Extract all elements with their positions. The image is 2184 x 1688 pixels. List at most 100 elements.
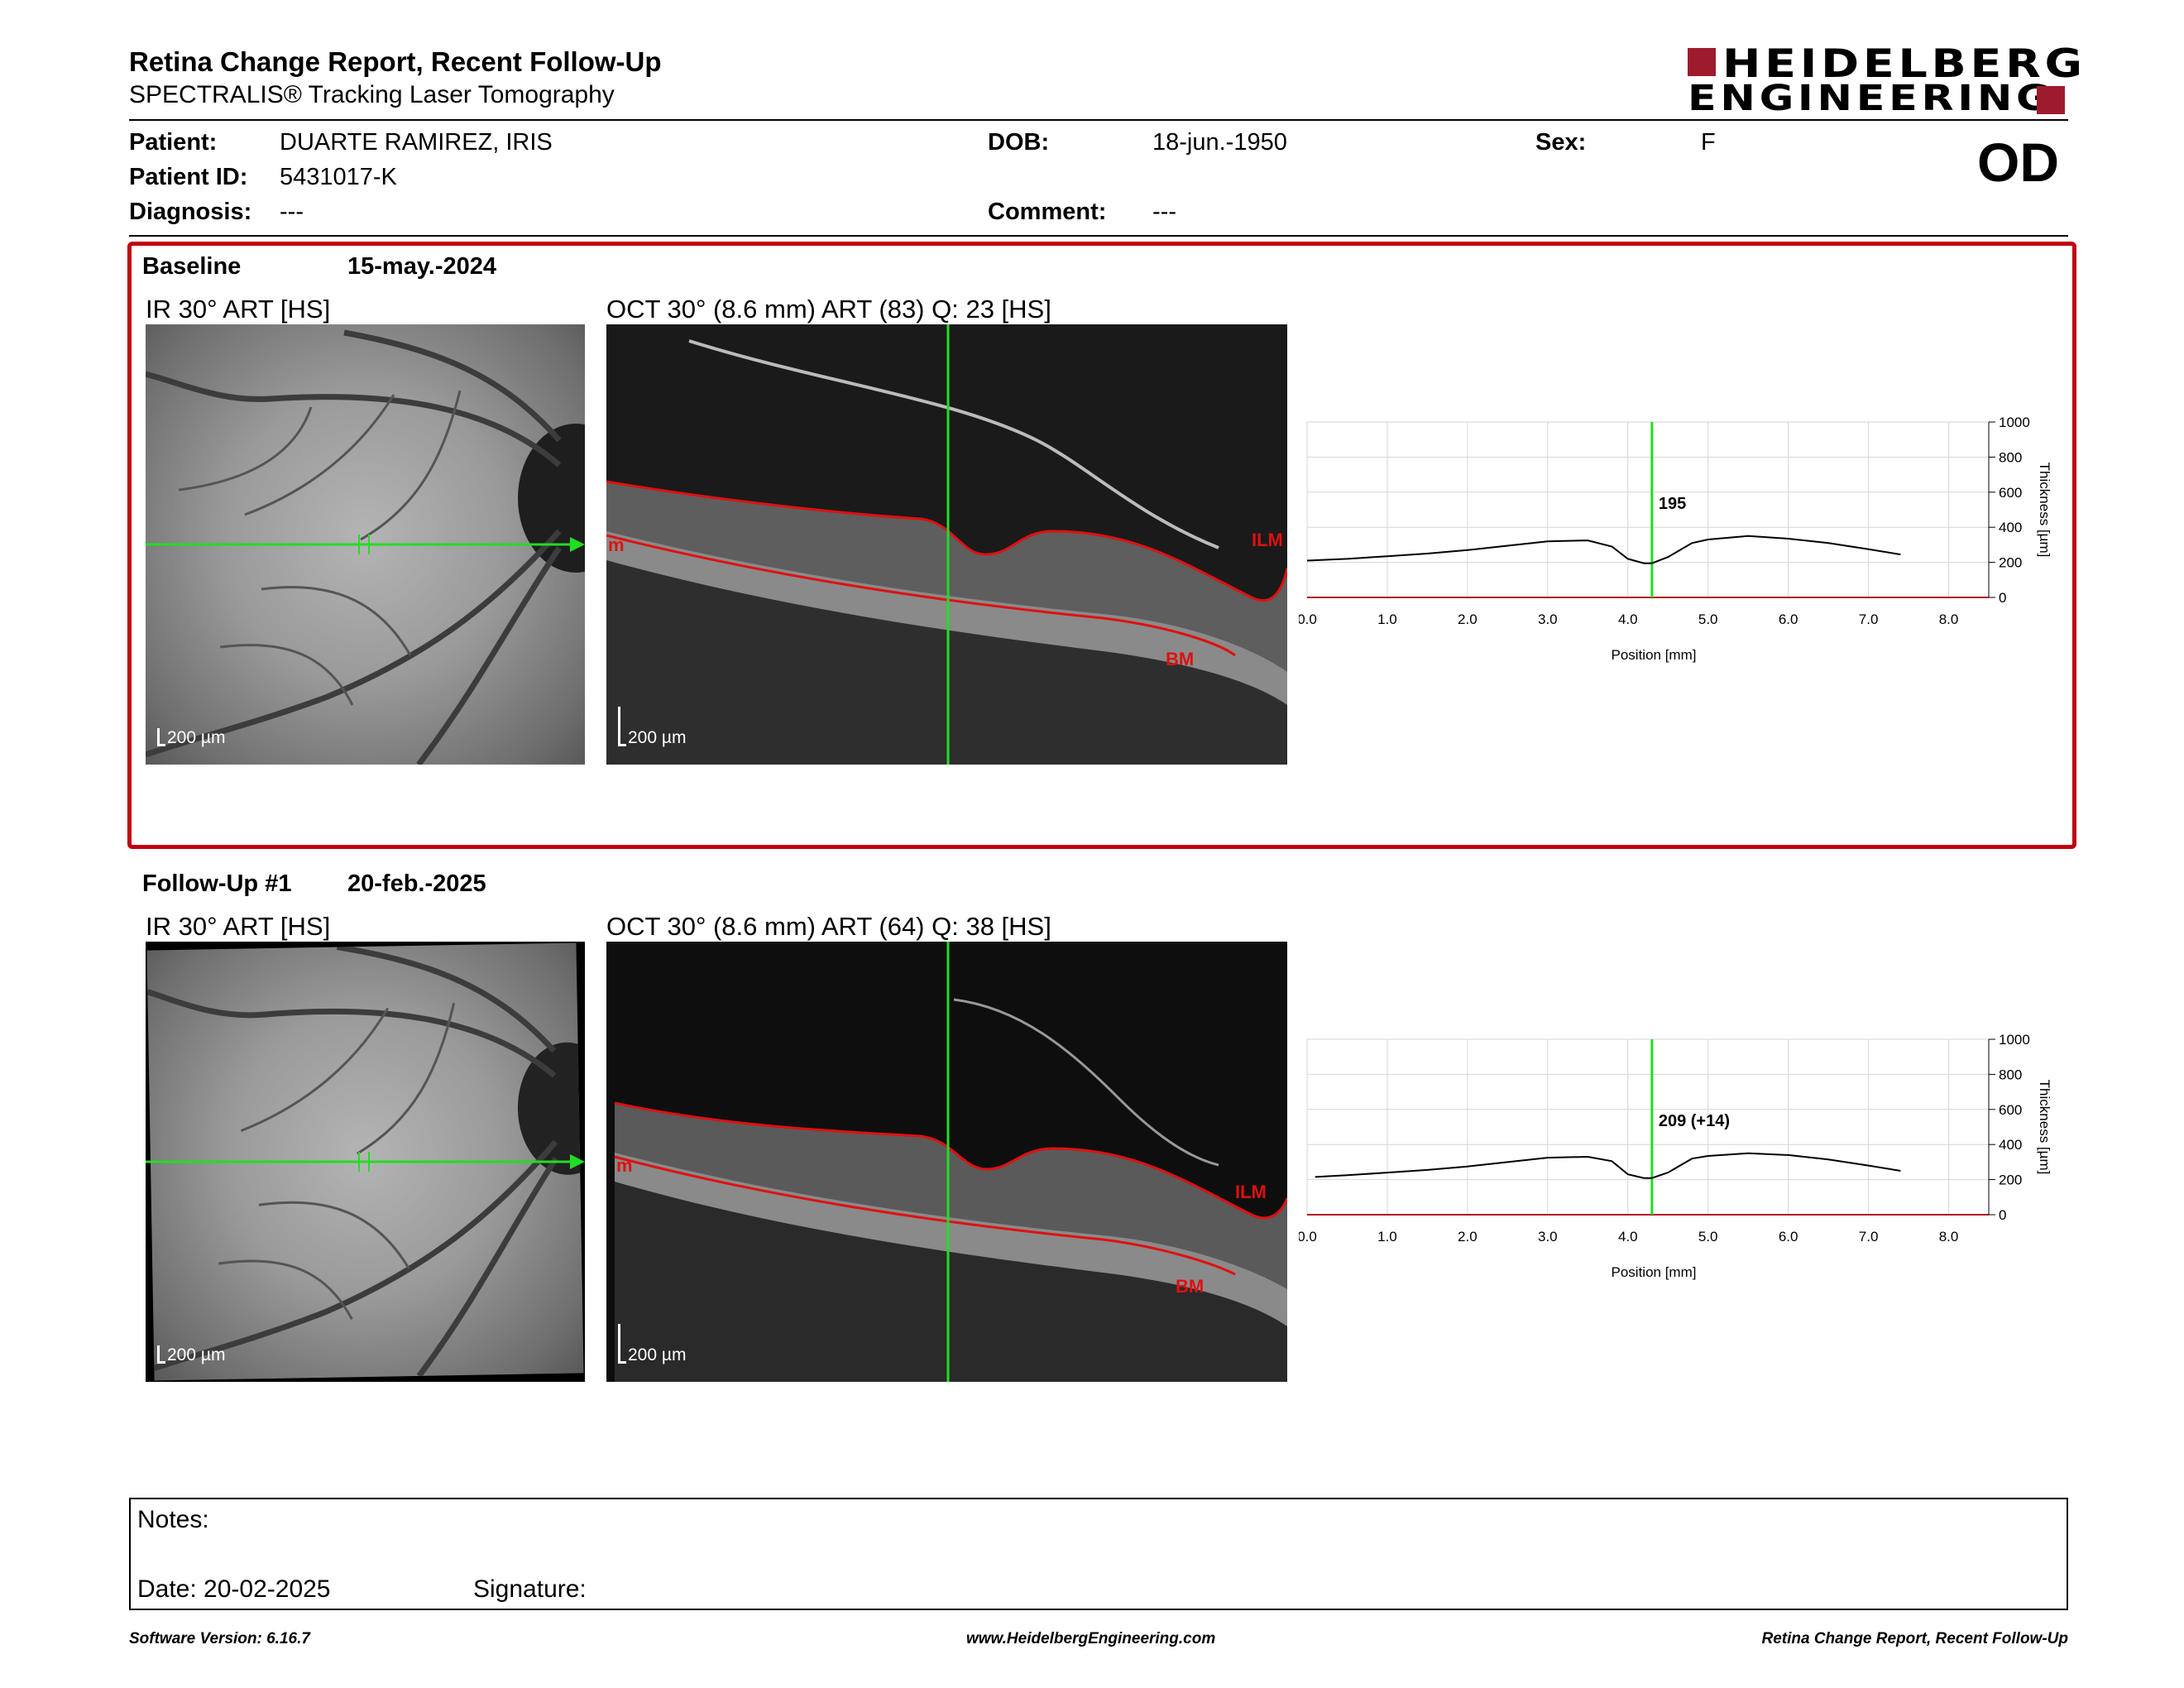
vessel	[343, 329, 562, 443]
baseline-ir-scale: 200 µm	[167, 728, 226, 747]
vessel	[240, 1007, 390, 1133]
vessel	[218, 1259, 353, 1321]
position-value-label: 209 (+14)	[1659, 1112, 1730, 1130]
heidelberg-logo: HEIDELBERG ENGINEERING	[1688, 45, 2082, 119]
dob-label: DOB:	[988, 129, 1050, 156]
y-tick-label: 200	[1999, 555, 2022, 571]
x-tick-label: 4.0	[1618, 1229, 1638, 1244]
baseline-oct-image: ILM BM m 200 µm	[606, 324, 1287, 765]
x-tick-label: 3.0	[1538, 1229, 1558, 1244]
bm-line	[606, 534, 1236, 657]
y-tick-label: 1000	[1999, 415, 2030, 430]
y-tick-label: 1000	[1999, 1032, 2030, 1048]
vitreous-strand	[953, 998, 1219, 1167]
y-tick-label: 0	[1999, 1207, 2006, 1223]
report-title: Retina Change Report, Recent Follow-Up	[129, 46, 662, 77]
patient-label: Patient:	[129, 129, 218, 156]
vessel	[360, 390, 462, 541]
notes-date: Date: 20-02-2025	[137, 1575, 331, 1603]
x-tick-label: 6.0	[1779, 611, 1798, 627]
bm-label: BM	[1166, 649, 1194, 669]
x-tick-label: 3.0	[1538, 611, 1558, 627]
followup-thickness-chart: 0 200 400 600 800 1000 0.0 1.0 2.0 3.0 4.0 5.0 6.0 7.…	[1299, 1032, 2052, 1280]
plot-area	[1306, 1038, 1990, 1216]
baseline-fundus-vessels	[146, 329, 585, 765]
baseline-thickness-chart: 0 200 400 600 800 1000 0.0 1.0 2.0 3.0 4.0 5.0 6.0 7.…	[1299, 415, 2052, 663]
vessel-group-small	[218, 1002, 456, 1321]
logo-square-left	[1688, 48, 1716, 76]
report-subtitle: SPECTRALIS® Tracking Laser Tomography	[129, 81, 615, 108]
followup-oct-label: OCT 30° (8.6 mm) ART (64) Q: 38 [HS]	[606, 912, 1051, 941]
scale-bar-icon	[157, 728, 165, 746]
x-tick-label: 2.0	[1458, 1229, 1478, 1244]
x-tick-label: 0.0	[1299, 611, 1317, 627]
website-link[interactable]: www.HeidelbergEngineering.com	[966, 1630, 1216, 1647]
sex-label: Sex:	[1535, 129, 1587, 156]
vessel	[146, 529, 562, 758]
followup-scan-overlay	[146, 1152, 585, 1172]
fovea-marker	[358, 535, 370, 554]
vessel	[357, 1002, 456, 1155]
vessel-group-small	[178, 390, 462, 706]
notes-label: Notes:	[137, 1506, 209, 1533]
patient-name: DUARTE RAMIREZ, IRIS	[280, 129, 553, 156]
baseline-date: 15-may.-2024	[347, 253, 497, 280]
x-tick-label: 1.0	[1377, 611, 1397, 627]
vessel	[219, 644, 354, 706]
patient-rule	[129, 235, 2068, 237]
baseline-oct-label: OCT 30° (8.6 mm) ART (83) Q: 23 [HS]	[606, 295, 1051, 324]
followup-label: Follow-Up #1	[142, 870, 292, 897]
y-tick-label: 200	[1999, 1172, 2022, 1188]
baseline-oct-svg: ILM BM m	[606, 324, 1287, 765]
baseline-oct-scale: 200 µm	[628, 728, 687, 747]
x-tick-label: 0.0	[1299, 1229, 1317, 1244]
x-tick-label: 2.0	[1458, 611, 1478, 627]
vessel	[416, 1157, 558, 1379]
header-rule	[129, 119, 2068, 121]
bm-label: BM	[1176, 1276, 1204, 1297]
vessel	[258, 1201, 410, 1269]
x-tick-label: 1.0	[1377, 1229, 1397, 1244]
patient-id-value: 5431017-K	[280, 164, 397, 190]
y-tick-label: 400	[1999, 1137, 2022, 1153]
optic-disc	[517, 1042, 584, 1175]
m-label: m	[608, 535, 625, 555]
scale-bar-icon	[618, 707, 626, 746]
ilm-label: ILM	[1252, 530, 1283, 550]
x-tick-label: 6.0	[1779, 1229, 1798, 1244]
optic-disc	[518, 424, 585, 573]
followup-date: 20-feb.-2025	[347, 870, 486, 897]
thickness-line	[1315, 1152, 1901, 1179]
x-tick-label: 4.0	[1618, 611, 1638, 627]
logo-line1: HEIDELBERG	[1722, 41, 2086, 87]
diagnosis-value: ---	[280, 199, 304, 225]
eye-indicator: OD	[1977, 132, 2059, 193]
software-version: Software Version: 6.16.7	[129, 1630, 310, 1647]
y-axis-label: Thickness [µm]	[2037, 463, 2052, 558]
scale-bar-icon	[618, 1324, 626, 1364]
y-tick-label: 400	[1999, 520, 2022, 535]
followup-ir-label: IR 30° ART [HS]	[146, 912, 331, 941]
ilm-line	[614, 1101, 1287, 1220]
scale-bar-icon	[157, 1345, 165, 1364]
x-tick-label: 7.0	[1859, 611, 1879, 627]
baseline-panel	[127, 242, 2076, 849]
followup-fundus-vessels	[146, 944, 584, 1379]
x-axis-label: Position [mm]	[1612, 1264, 1697, 1280]
y-tick-label: 800	[1999, 449, 2022, 465]
thickness-line	[1306, 535, 1901, 564]
vessel	[178, 406, 313, 492]
x-tick-label: 8.0	[1939, 611, 1959, 627]
vessel	[336, 944, 557, 1053]
signature-label: Signature:	[473, 1575, 587, 1603]
logo-square-right	[2037, 86, 2065, 114]
vessel	[146, 989, 557, 1078]
vessel	[261, 586, 412, 656]
baseline-ir-image: 200 µm	[146, 324, 585, 765]
vessel	[416, 546, 562, 765]
plot-area	[1306, 421, 1990, 598]
vessel	[146, 371, 562, 468]
footer-report-name: Retina Change Report, Recent Follow-Up	[1761, 1630, 2068, 1647]
position-value-label: 195	[1659, 495, 1686, 513]
notes-box[interactable]: Notes: Date: 20-02-2025 Signature:	[129, 1498, 2068, 1610]
